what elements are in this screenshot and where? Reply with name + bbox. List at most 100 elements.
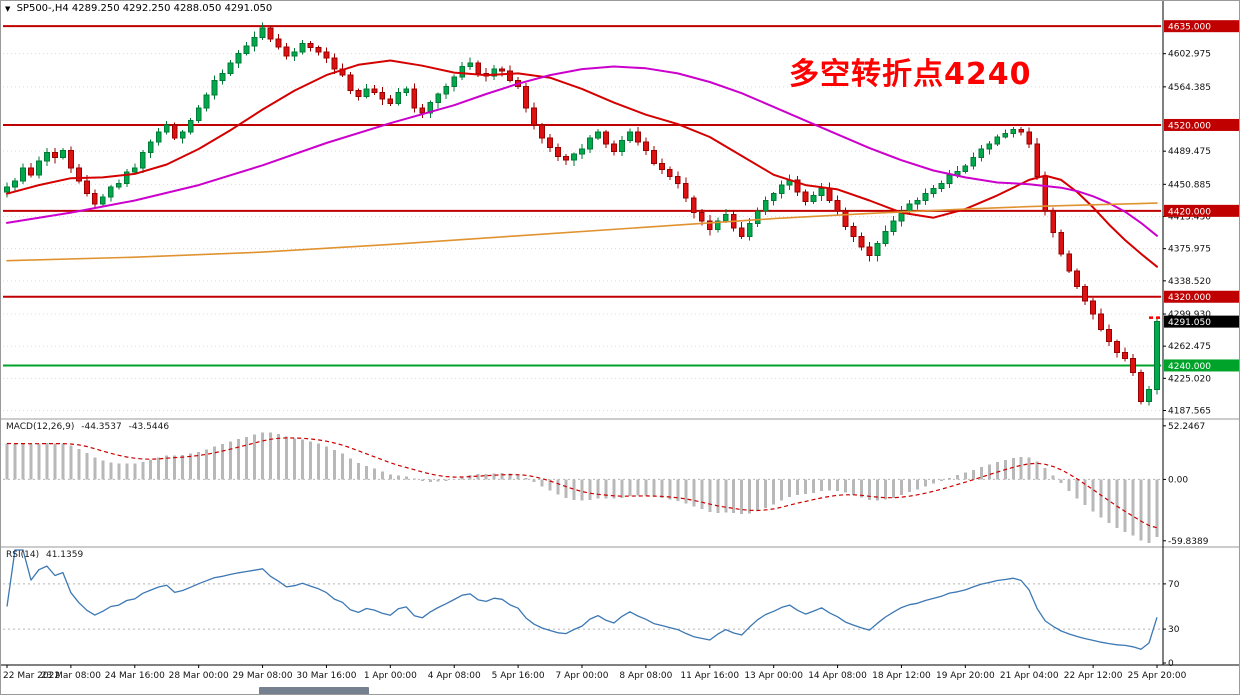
candle-down (802, 191, 809, 202)
candle-down (315, 47, 322, 53)
x-axis-label: 7 Apr 00:00 (556, 671, 609, 681)
candle-down (738, 227, 745, 238)
candle-up (898, 210, 905, 222)
candle-up (491, 68, 498, 77)
price-axis-label: 4262.475 (1168, 342, 1211, 352)
price-axis-label: 4375.975 (1168, 245, 1211, 255)
candle-down (1026, 131, 1033, 145)
candle-down (275, 38, 282, 48)
macd-histogram (5, 432, 1159, 543)
candle-up (259, 27, 266, 38)
candle-up (211, 79, 218, 96)
x-axis-label: 5 Apr 16:00 (492, 671, 545, 681)
candle-up (938, 182, 945, 190)
candle-down (347, 74, 354, 92)
candle-down (611, 143, 617, 153)
candle-down (1122, 352, 1128, 360)
rsi-axis-label: 70 (1168, 580, 1180, 590)
rsi-indicator-label: RSI(14) 41.1359 (6, 550, 87, 560)
symbol-ohlc-info: SP500-,H4 4289.250 4292.250 4288.050 429… (16, 3, 273, 14)
price-level-badge[interactable] (1164, 20, 1240, 33)
candle-up (243, 45, 250, 55)
candle-up (587, 137, 593, 150)
candle-down (283, 46, 290, 57)
chart-annotation-text: 多空转折点4240 (789, 57, 1032, 92)
price-axis-label: 4602.975 (1168, 50, 1211, 60)
candle-down (1066, 253, 1073, 272)
candle-up (914, 200, 921, 205)
horizontal-scrollbar[interactable] (1, 685, 1239, 694)
candle-up (235, 53, 242, 64)
candle-up (978, 148, 985, 159)
x-axis-label: 23 Mar 08:00 (41, 671, 101, 681)
candle-up (890, 220, 897, 232)
candle-up (714, 220, 721, 231)
price-marker (1149, 316, 1154, 319)
x-axis-label: 8 Apr 08:00 (619, 671, 672, 681)
price-axis-label: 4450.885 (1168, 180, 1211, 190)
price-level-badge[interactable] (1164, 118, 1240, 131)
price-level-badge-label: 4520.000 (1168, 121, 1211, 131)
candle-down (850, 225, 857, 238)
symbol-dropdown-icon[interactable]: ▼ (5, 5, 11, 13)
candle-up (579, 148, 585, 155)
candle-up (459, 66, 466, 78)
candle-up (818, 188, 825, 196)
candle-down (682, 182, 689, 199)
current-price-badge-label: 4291.050 (1168, 318, 1211, 328)
price-axis-label: 4413.430 (1168, 212, 1211, 222)
scrollbar-thumb[interactable] (259, 687, 369, 694)
candle-up (443, 85, 450, 95)
price-axis-label: 4187.565 (1168, 407, 1211, 417)
price-level-badge[interactable] (1164, 204, 1240, 217)
ma-slow-magenta (6, 65, 1158, 237)
candle-down (706, 220, 713, 231)
candle-up (994, 136, 1001, 145)
candle-up (1002, 133, 1009, 138)
candle-down (866, 246, 873, 257)
candle-down (355, 90, 362, 98)
candle-down (531, 107, 537, 126)
candle-down (267, 27, 274, 40)
candle-down (658, 163, 665, 171)
candle-up (762, 200, 769, 212)
candle-up (187, 120, 194, 133)
candle-up (395, 91, 402, 104)
candle-down (67, 150, 74, 169)
x-axis-label: 22 Mar 2022 (3, 671, 60, 681)
candle-up (946, 174, 953, 184)
price-marker (1156, 316, 1161, 319)
price-level-badge[interactable] (1164, 359, 1240, 372)
candle-down (635, 131, 641, 143)
candle-up (131, 167, 138, 173)
candle-up (874, 242, 881, 257)
candle-down (1034, 143, 1041, 177)
candle-up (123, 171, 130, 184)
candle-up (299, 42, 306, 53)
candle-down (331, 57, 338, 70)
price-level-badge-label: 4320.000 (1168, 293, 1211, 303)
candle-down (419, 107, 426, 114)
candle-down (1058, 231, 1065, 255)
candle-down (411, 88, 418, 109)
price-level-badge-label: 4635.000 (1168, 23, 1211, 33)
candle-up (754, 210, 761, 225)
candle-up (155, 131, 162, 143)
candle-up (930, 188, 937, 195)
candle-down (323, 51, 330, 59)
candle-up (139, 151, 146, 169)
candle-down (1130, 358, 1136, 373)
candlestick-series (4, 22, 1160, 406)
price-level-badge[interactable] (1164, 290, 1240, 303)
candle-down (499, 68, 506, 72)
x-axis-label: 11 Apr 16:00 (680, 671, 739, 681)
candle-down (28, 167, 34, 176)
candle-down (83, 180, 90, 195)
price-axis-label: 4299.930 (1168, 310, 1211, 320)
rsi-axis-label: 30 (1168, 625, 1180, 635)
x-axis-label: 25 Apr 20:00 (1128, 671, 1187, 681)
candle-down (371, 88, 378, 93)
candle-down (1018, 128, 1025, 133)
candle-down (666, 169, 673, 177)
